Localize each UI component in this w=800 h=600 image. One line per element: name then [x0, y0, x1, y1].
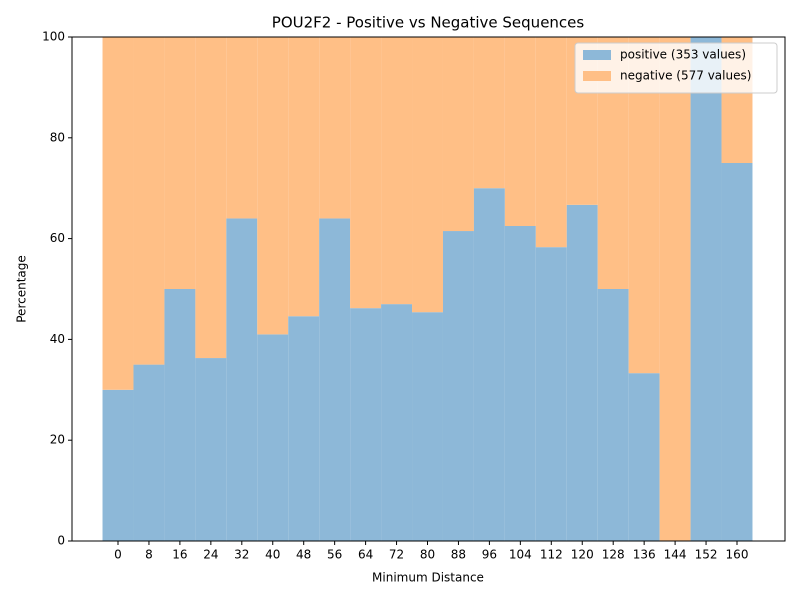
x-tick-label: 8: [145, 548, 153, 562]
bar-segment: [226, 37, 258, 219]
bar-segment: [442, 231, 474, 542]
x-tick-label: 56: [327, 548, 342, 562]
bar-segment: [350, 308, 382, 541]
x-tick-label: 144: [664, 548, 687, 562]
bar-segment: [102, 37, 134, 390]
bar-segment: [381, 37, 413, 305]
plot-frame: [71, 36, 786, 542]
bar-segment: [319, 218, 351, 541]
bar-segment: [102, 389, 134, 541]
bar-segment: [535, 37, 567, 248]
x-tick-label: 64: [358, 548, 373, 562]
x-tick-label: 128: [602, 548, 625, 562]
x-tick-label: 136: [633, 548, 656, 562]
x-axis-label: Minimum Distance: [372, 571, 484, 585]
x-tick-label: 24: [203, 548, 218, 562]
x-tick-label: 112: [540, 548, 563, 562]
bar-segment: [566, 204, 598, 541]
y-tick-label: 40: [50, 332, 65, 346]
bar-segment: [133, 364, 165, 541]
x-tick-label: 160: [726, 548, 749, 562]
bar-segment: [412, 312, 443, 541]
bar-segment: [226, 218, 258, 541]
x-tick-label: 80: [420, 548, 435, 562]
bar-segment: [412, 37, 443, 313]
bar-segment: [288, 37, 320, 317]
bar-segment: [195, 37, 227, 359]
legend-label: negative (577 values): [620, 69, 751, 83]
bar-segment: [381, 304, 413, 541]
bar-segment: [597, 289, 629, 541]
bar-segment: [504, 226, 536, 541]
bar-segment: [164, 37, 196, 289]
bar-segment: [133, 37, 165, 365]
x-tick-label: 96: [482, 548, 497, 562]
legend-swatch: [583, 71, 611, 81]
x-tick-label: 0: [114, 548, 122, 562]
y-tick-label: 0: [57, 534, 65, 548]
legend-box: [574, 42, 778, 94]
legend-label: positive (353 values): [620, 48, 746, 62]
x-tick-label: 120: [571, 548, 594, 562]
chart-title: POU2F2 - Positive vs Negative Sequences: [272, 14, 585, 32]
y-tick-label: 80: [50, 130, 65, 144]
legend-swatch: [583, 50, 611, 60]
x-tick-label: 152: [695, 548, 718, 562]
bar-segment: [350, 37, 382, 309]
bar-segment: [257, 334, 289, 541]
bar-segment: [288, 316, 320, 541]
bar-segment: [690, 37, 722, 541]
bar-segment: [504, 37, 536, 226]
x-tick-label: 32: [234, 548, 249, 562]
x-tick-label: 40: [265, 548, 280, 562]
bar-segment: [628, 373, 660, 541]
bar-segment: [319, 37, 351, 219]
x-tick-label: 88: [451, 548, 466, 562]
bar-segment: [442, 37, 474, 232]
bar-segment: [659, 37, 691, 541]
y-tick-label: 60: [50, 231, 65, 245]
bar-segment: [721, 163, 753, 541]
x-tick-label: 72: [389, 548, 404, 562]
bar-segment: [164, 289, 196, 541]
y-tick-label: 100: [42, 30, 65, 44]
bar-segment: [195, 358, 227, 541]
x-tick-label: 48: [296, 548, 311, 562]
y-axis-label: Percentage: [15, 255, 29, 323]
x-tick-label: 16: [172, 548, 187, 562]
x-tick-label: 104: [509, 548, 532, 562]
bar-segment: [473, 37, 505, 189]
bar-segment: [535, 247, 567, 541]
bar-segment: [473, 188, 505, 541]
y-tick-label: 20: [50, 433, 65, 447]
bar-segment: [257, 37, 289, 335]
